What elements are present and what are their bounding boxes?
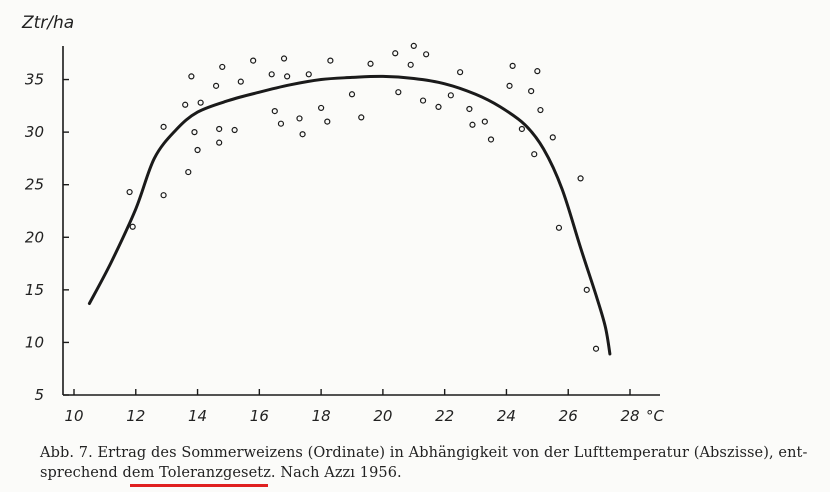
data-point: [419, 97, 427, 104]
data-point: [469, 121, 476, 128]
data-point: [194, 146, 201, 154]
data-point: [160, 192, 167, 199]
data-point: [435, 103, 442, 110]
data-point: [410, 42, 417, 49]
data-point: [509, 62, 516, 69]
data-point: [216, 125, 223, 133]
caption-line-1: Abb. 7. Ertrag des Sommerweizens (Ordina…: [40, 445, 808, 461]
data-point: [296, 115, 303, 122]
data-point: [185, 168, 192, 176]
x-tick-label: 18: [312, 407, 331, 425]
data-point: [188, 73, 195, 80]
chart-marks: [87, 42, 612, 356]
data-point: [457, 69, 464, 76]
y-tick-label: 30: [25, 123, 44, 141]
data-point: [592, 345, 600, 352]
data-point: [528, 88, 535, 95]
data-point: [212, 82, 220, 89]
data-point: [407, 61, 414, 68]
x-tick-label: 10: [64, 407, 83, 425]
x-tick-label: 26: [559, 407, 578, 425]
x-tick-label: 16: [250, 407, 269, 425]
y-tick-label: 10: [25, 333, 44, 351]
data-point: [126, 188, 133, 196]
data-point: [182, 101, 189, 108]
y-axis-label: Ztr/ha: [21, 13, 74, 33]
chart-axes: [62, 46, 660, 396]
data-point: [219, 63, 226, 71]
data-point: [268, 71, 275, 78]
data-point: [160, 123, 167, 130]
tolerance-curve: [87, 74, 612, 356]
data-point: [537, 106, 544, 114]
data-point: [305, 71, 312, 78]
data-point: [216, 139, 223, 146]
data-point: [531, 151, 538, 158]
data-point: [534, 68, 541, 75]
x-tick-label: 22: [435, 407, 454, 425]
data-point: [348, 91, 356, 98]
data-point: [423, 51, 430, 58]
chart-labels: 5 10 15 20 25 30 35 10 12 14 16 18 20 22 24 26 28 Ztr/ha °…: [21, 13, 665, 425]
data-point: [466, 105, 473, 113]
data-point: [583, 286, 590, 293]
data-point: [506, 82, 513, 89]
x-tick-label: 14: [188, 407, 207, 425]
x-tick-label: 12: [126, 407, 145, 425]
data-point: [277, 120, 285, 127]
y-tick-label: 15: [25, 281, 44, 299]
x-tick-label: 28: [620, 407, 639, 425]
data-point: [395, 89, 402, 96]
data-point: [324, 118, 331, 125]
data-point: [299, 131, 306, 138]
data-point: [318, 104, 325, 112]
data-point: [284, 73, 291, 80]
data-point: [250, 57, 257, 64]
data-point: [191, 129, 198, 136]
data-point: [280, 55, 288, 62]
data-point: [549, 134, 556, 141]
y-tick-label: 20: [25, 228, 44, 246]
y-tick-label: 25: [25, 176, 44, 194]
data-point: [518, 125, 525, 133]
data-point: [447, 92, 454, 99]
y-tick-label: 35: [25, 71, 44, 89]
data-point: [197, 99, 204, 106]
data-point: [271, 107, 278, 115]
x-tick-label: 24: [497, 407, 516, 425]
data-point: [392, 50, 399, 57]
data-point: [555, 224, 563, 231]
figure-caption: Abb. 7. Ertrag des Sommerweizens (Ordina…: [40, 443, 820, 483]
data-point: [129, 223, 136, 230]
data-point: [237, 78, 244, 85]
x-tick-label: 20: [373, 407, 392, 425]
data-point: [481, 118, 488, 125]
caption-line-2: sprechend dem Toleranzgesetz. Nach Azzı …: [40, 465, 402, 481]
x-axis-unit-label: °C: [646, 407, 665, 425]
data-point: [358, 114, 365, 121]
y-tick-label: 5: [34, 386, 44, 404]
data-point: [231, 126, 238, 134]
red-underline-mark: [130, 484, 268, 487]
data-point: [367, 60, 374, 67]
data-point: [487, 136, 495, 143]
data-point: [577, 175, 584, 182]
data-point: [327, 57, 334, 64]
